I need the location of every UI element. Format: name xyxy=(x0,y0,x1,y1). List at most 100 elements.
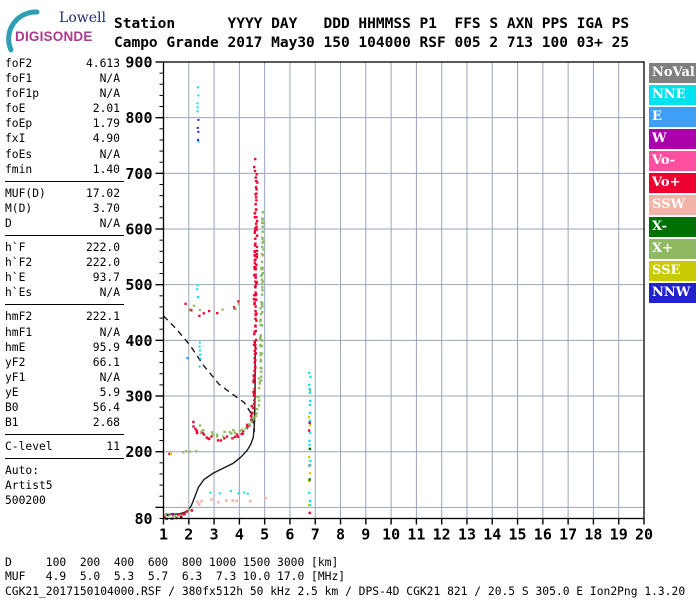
param-label: yF1 xyxy=(5,370,26,384)
param-label: fmin xyxy=(5,162,33,176)
legend-item-ssw: SSW xyxy=(649,195,696,215)
header-field-values: Campo Grande 2017 May30 150 104000 RSF 0… xyxy=(114,35,630,51)
header-field-names: Station YYYY DAY DDD HHMMSS P1 FFS S AXN… xyxy=(114,16,630,32)
param-value: 5.9 xyxy=(99,385,120,399)
param-label: foEs xyxy=(5,147,33,161)
autoscaling-info-line: 500200 xyxy=(5,494,46,508)
param-value: N/A xyxy=(99,147,120,161)
param-row-he: h`E 93.7 xyxy=(5,270,120,285)
x-axis-label-16: 16 xyxy=(534,526,552,544)
x-axis-label-17: 17 xyxy=(559,526,577,544)
param-row-clevel: C-level 11 xyxy=(5,439,120,454)
trace-muf-transmission-curve xyxy=(163,315,256,432)
logo-arc-icon xyxy=(6,9,40,53)
param-row-yf2: yF2 66.1 xyxy=(5,355,120,370)
x-axis-label-7: 7 xyxy=(311,526,320,544)
x-axis-label-9: 9 xyxy=(361,526,370,544)
trace-es-trace-x xyxy=(165,508,190,518)
param-row-fof2: foF2 4.613 xyxy=(5,56,120,71)
param-label: fxI xyxy=(5,132,26,146)
y-axis-label-400: 400 xyxy=(125,332,152,350)
trace-e-region-ssw-echo xyxy=(196,496,268,506)
param-label: foF1 xyxy=(5,72,33,86)
trace-misc-specks-sse xyxy=(169,452,173,456)
trace-second-hop-x-mode xyxy=(188,302,241,312)
param-row-fof1p: foF1p N/A xyxy=(5,86,120,101)
trace-es-trace-dark xyxy=(166,514,183,519)
param-label: foF2 xyxy=(5,57,33,70)
x-axis-label-12: 12 xyxy=(433,526,451,544)
x-axis-label-13: 13 xyxy=(458,526,476,544)
param-value: N/A xyxy=(99,370,120,384)
param-label: B0 xyxy=(5,400,19,414)
legend-item-sse: SSE xyxy=(649,261,696,281)
param-value: 222.0 xyxy=(85,256,120,270)
y-axis-label-200: 200 xyxy=(125,443,152,461)
param-label: h`F xyxy=(5,241,26,255)
param-label: D xyxy=(5,216,12,230)
param-row-hme: hmE 95.9 xyxy=(5,340,120,355)
legend-item-noval: NoVal xyxy=(649,63,696,83)
param-value: N/A xyxy=(99,216,120,230)
param-row-hf: h`F 222.0 xyxy=(5,240,120,255)
y-axis-label-500: 500 xyxy=(125,276,152,294)
x-axis-label-20: 20 xyxy=(635,526,653,544)
y-axis-label-600: 600 xyxy=(125,221,152,239)
param-row-foe: foE 2.01 xyxy=(5,101,120,116)
x-axis-label-5: 5 xyxy=(260,526,269,544)
param-row-hes: h`Es N/A xyxy=(5,285,120,300)
param-value: 1.79 xyxy=(92,117,120,131)
legend-item-vo: Vo+ xyxy=(649,173,696,193)
param-label: foE xyxy=(5,102,26,116)
x-axis-label-10: 10 xyxy=(382,526,400,544)
param-row-b0: B0 56.4 xyxy=(5,400,120,415)
direction-legend: NoVal NNE E W Vo- Vo+ SSW X- X+ SSE NNW xyxy=(649,63,697,305)
param-label: hmF1 xyxy=(5,325,33,339)
param-value: 95.9 xyxy=(92,340,120,354)
x-axis-label-2: 2 xyxy=(184,526,193,544)
x-axis-label-19: 19 xyxy=(610,526,628,544)
trace-spread-column-2mhz-nnw xyxy=(196,118,200,141)
param-row-b1: B1 2.68 xyxy=(5,415,120,430)
param-label: foEp xyxy=(5,117,33,131)
trace-spread-column-2mhz-nne xyxy=(196,86,200,299)
param-value: N/A xyxy=(99,325,120,339)
param-row-d: D N/A xyxy=(5,216,120,231)
param-label: hmF2 xyxy=(5,310,33,324)
trace-interference-column-7mhz-nne xyxy=(308,371,312,514)
legend-item-nne: NNE xyxy=(649,85,696,105)
distance-muf-table: D 100 200 400 600 800 1000 1500 3000 [km… xyxy=(5,556,345,584)
param-row-mufd: MUF(D) 17.02 xyxy=(5,186,120,201)
trace-true-height-profile xyxy=(164,340,256,516)
param-label: h`E xyxy=(5,271,26,285)
param-value: 4.90 xyxy=(92,132,120,146)
autoscaling-info-line: Artist5 xyxy=(5,479,53,493)
param-row-fmin: fmin 1.40 xyxy=(5,162,120,177)
param-value: 2.68 xyxy=(92,416,120,430)
x-axis-label-4: 4 xyxy=(235,526,244,544)
legend-item-x: X- xyxy=(649,217,696,237)
param-value: 17.02 xyxy=(85,186,120,200)
param-row-yf1: yF1 N/A xyxy=(5,370,120,385)
param-value: N/A xyxy=(99,87,120,101)
trace-interference-specks-xminus xyxy=(308,447,312,481)
trace-spread-column-2p4mhz-nne xyxy=(198,341,202,368)
y-axis-label-800: 800 xyxy=(125,109,152,127)
param-value: 11 xyxy=(106,440,120,454)
divider xyxy=(5,434,124,436)
param-value: N/A xyxy=(99,286,120,300)
trace-e-region-nne-echo xyxy=(209,489,249,495)
param-row-fof1: foF1 N/A xyxy=(5,71,120,86)
divider xyxy=(5,235,124,237)
header-metadata: Station YYYY DAY DDD HHMMSS P1 FFS S AXN… xyxy=(114,15,629,53)
divider xyxy=(5,458,124,460)
legend-item-x: X+ xyxy=(649,239,696,259)
x-axis-label-14: 14 xyxy=(483,526,501,544)
x-axis-label-6: 6 xyxy=(285,526,294,544)
trace-second-hop-o-mode xyxy=(184,300,240,318)
param-row-hmf2: hmF2 222.1 xyxy=(5,309,120,324)
trace-interference-specks-red xyxy=(168,429,311,515)
param-row-ye: yE 5.9 xyxy=(5,385,120,400)
